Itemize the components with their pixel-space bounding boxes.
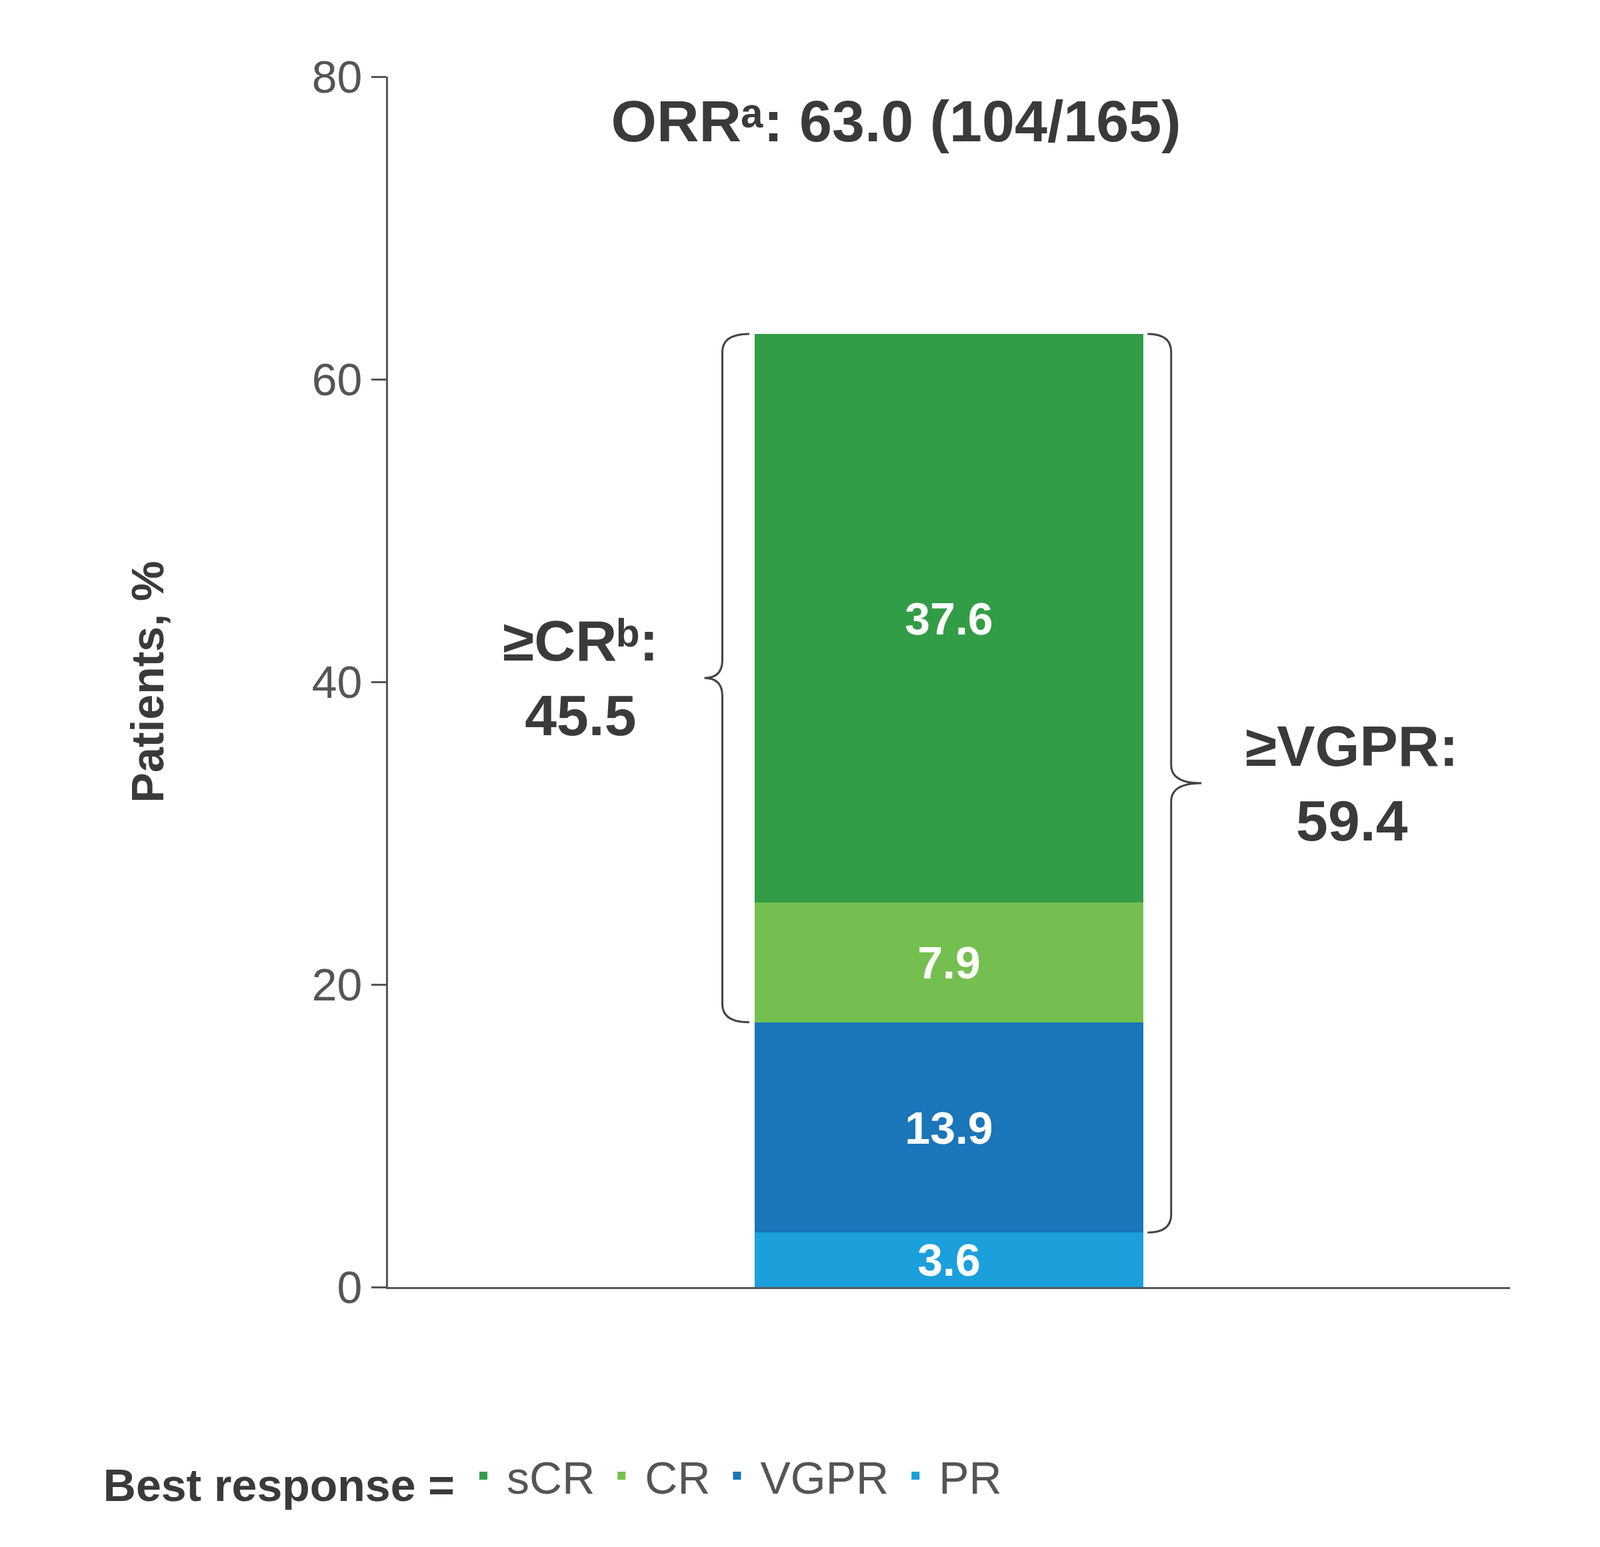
svg-text:80: 80 [312, 51, 363, 102]
svg-text:13.9: 13.9 [904, 1102, 993, 1154]
svg-text:37.6: 37.6 [904, 593, 993, 644]
svg-text:3.6: 3.6 [917, 1234, 981, 1286]
svg-text:sCR: sCR [506, 1452, 595, 1504]
svg-text:PR: PR [938, 1452, 1002, 1504]
svg-text:20: 20 [312, 959, 363, 1010]
svg-text:CR: CR [644, 1452, 710, 1504]
svg-text:Best response =: Best response = [103, 1460, 455, 1511]
svg-text:0: 0 [337, 1262, 363, 1313]
svg-text:40: 40 [312, 656, 363, 708]
svg-text:≥CRᵇ:45.5: ≥CRᵇ:45.5 [502, 608, 659, 748]
svg-text:≥VGPR:59.4: ≥VGPR:59.4 [1245, 714, 1459, 853]
svg-text:60: 60 [312, 354, 363, 405]
svg-text:ORRᵃ: 63.0 (104/165): ORRᵃ: 63.0 (104/165) [611, 88, 1182, 154]
svg-text:7.9: 7.9 [917, 937, 981, 988]
svg-text:VGPR: VGPR [760, 1452, 890, 1504]
svg-text:Patients, %: Patients, % [122, 561, 173, 804]
